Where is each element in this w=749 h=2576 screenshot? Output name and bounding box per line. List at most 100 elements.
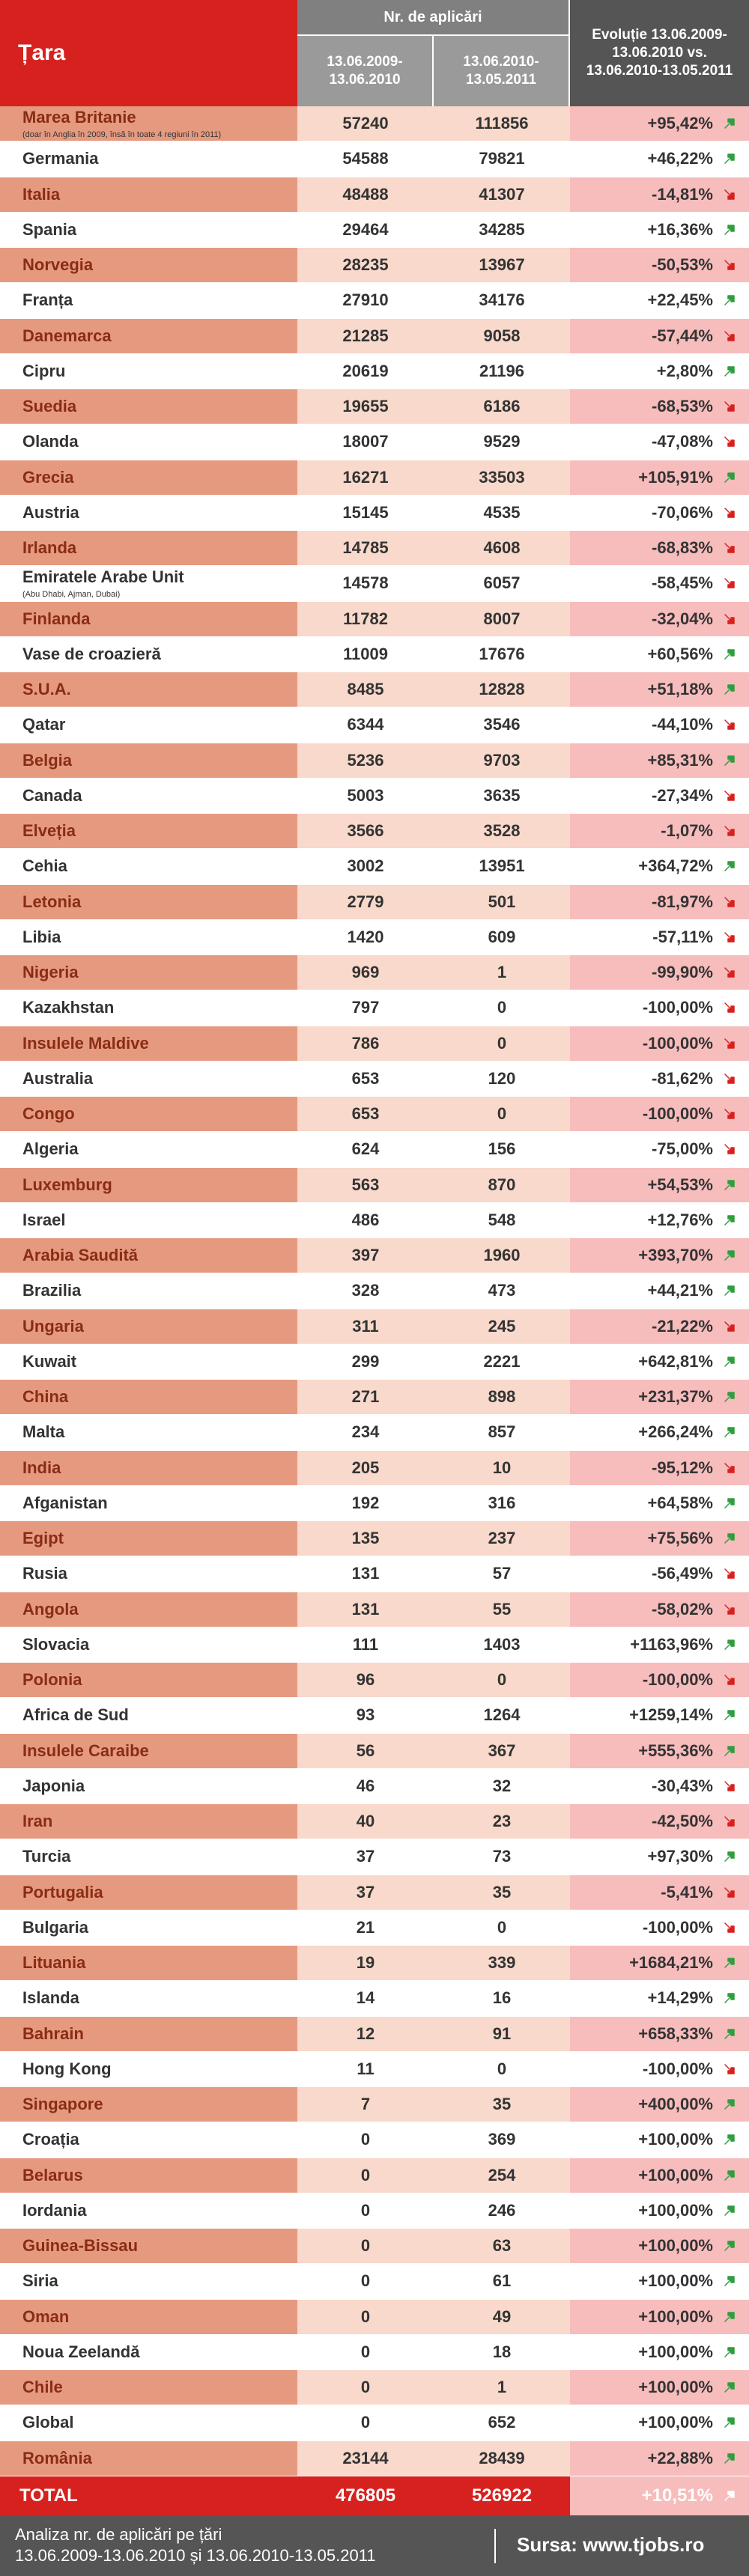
value-period1: 48488 [297,177,434,212]
value-period2: 61 [434,2264,570,2299]
value-period2: 156 [434,1132,570,1167]
evolution-value: -95,12% [652,1458,713,1477]
evolution-cell: +400,00% [570,2087,749,2122]
down-arrow-icon [724,896,735,907]
country-label: Cipru [22,361,66,380]
value-period1: 14 [297,1981,434,2016]
evolution-cell: -44,10% [570,707,749,743]
country-label: Australia [22,1068,94,1088]
value-period2: 6186 [434,389,570,424]
evolution-cell: +266,24% [570,1415,749,1450]
up-arrow-icon [724,861,735,872]
value-period1: 0 [297,2334,434,2369]
column-header-applications: Nr. de aplicări [297,0,568,34]
evolution-cell: -100,00% [570,1097,749,1132]
column-header-period1: 13.06.2009- 13.06.2010 [297,36,432,106]
evolution-cell: -81,97% [570,884,749,919]
value-period1: 969 [297,955,434,990]
country-label: Finlanda [22,609,91,628]
evolution-value: +22,45% [647,290,713,310]
evolution-cell: +44,21% [570,1273,749,1309]
country-name: Vase de croazieră [0,636,297,672]
evolution-cell: -99,90% [570,955,749,990]
value-period2: 3528 [434,814,570,849]
value-period1: 328 [297,1273,434,1309]
value-period1: 11782 [297,601,434,636]
table-row: Cehia 3002 13951 +364,72% [0,849,749,885]
value-period2: 0 [434,2051,570,2086]
country-name: Singapore [0,2087,297,2122]
evolution-value: +60,56% [647,644,713,663]
value-period2: 91 [434,2016,570,2051]
evolution-cell: +100,00% [570,2193,749,2228]
evolution-cell: +1163,96% [570,1627,749,1662]
country-name: Africa de Sud [0,1698,297,1733]
country-label: Hong Kong [22,2059,112,2078]
value-period1: 563 [297,1167,434,1202]
evolution-cell: -27,34% [570,778,749,813]
evolution-cell: -58,45% [570,566,749,601]
up-arrow-icon [724,2347,735,2357]
up-arrow-icon [724,2134,735,2146]
evolution-cell: -42,50% [570,1804,749,1839]
value-period2: 367 [434,1733,570,1768]
down-arrow-icon [724,1922,735,1933]
table-row: Algeria 624 156 -75,00% [0,1132,749,1168]
value-period1: 299 [297,1344,434,1379]
evolution-cell: +85,31% [570,743,749,778]
country-name: Malta [0,1415,297,1450]
up-arrow-icon [724,649,735,660]
value-period2: 898 [434,1380,570,1415]
country-label: Iordania [22,2200,87,2220]
value-period2: 16 [434,1981,570,2016]
table-row: Libia 1420 609 -57,11% [0,919,749,955]
country-name: Congo [0,1097,297,1132]
down-arrow-icon [724,1781,735,1791]
value-period2: 35 [434,2087,570,2122]
table-row: Nigeria 969 1 -99,90% [0,955,749,991]
evolution-value: -57,44% [652,326,713,345]
evolution-value: -100,00% [642,1033,713,1053]
country-label: Luxemburg [22,1175,112,1194]
total-period1: 476805 [335,2485,396,2506]
evolution-cell: +75,56% [570,1521,749,1556]
down-arrow-icon [724,436,735,448]
down-arrow-icon [724,189,735,200]
country-name: India [0,1450,297,1485]
country-name: Danemarca [0,318,297,353]
evolution-value: -75,00% [652,1139,713,1159]
evolution-value: +46,22% [647,149,713,168]
country-name: Iordania [0,2193,297,2228]
evolution-value: -100,00% [642,1917,713,1937]
country-label: Siria [22,2271,58,2291]
evolution-value: -56,49% [652,1564,713,1583]
value-period2: 369 [434,2122,570,2158]
value-period2: 609 [434,919,570,954]
value-period2: 237 [434,1521,570,1556]
table-row: Emiratele Arabe Unit (Abu Dhabi, Ajman, D… [0,566,749,602]
country-name: Portugalia [0,1875,297,1910]
value-period2: 120 [434,1061,570,1096]
value-period1: 29464 [297,212,434,247]
country-label: Qatar [22,715,66,734]
value-period1: 135 [297,1521,434,1556]
table-row: Spania 29464 34285 +16,36% [0,212,749,248]
evolution-value: +51,18% [647,680,713,699]
down-arrow-icon [724,1604,735,1615]
value-period1: 27910 [297,283,434,318]
evolution-cell: +12,76% [570,1202,749,1237]
country-label: Germania [22,149,99,168]
down-arrow-icon [724,1675,735,1685]
value-period2: 34285 [434,212,570,247]
evolution-cell: -68,53% [570,389,749,424]
value-period2: 8007 [434,601,570,636]
value-period1: 5236 [297,743,434,778]
evolution-cell: -81,62% [570,1061,749,1096]
country-name: Spania [0,212,297,247]
evolution-cell: -95,12% [570,1450,749,1485]
evolution-value: -100,00% [642,1104,713,1124]
table-row: Turcia 37 73 +97,30% [0,1839,749,1875]
country-label: Canada [22,785,82,805]
value-period1: 57240 [297,106,434,141]
evolution-value: +100,00% [638,2236,713,2256]
